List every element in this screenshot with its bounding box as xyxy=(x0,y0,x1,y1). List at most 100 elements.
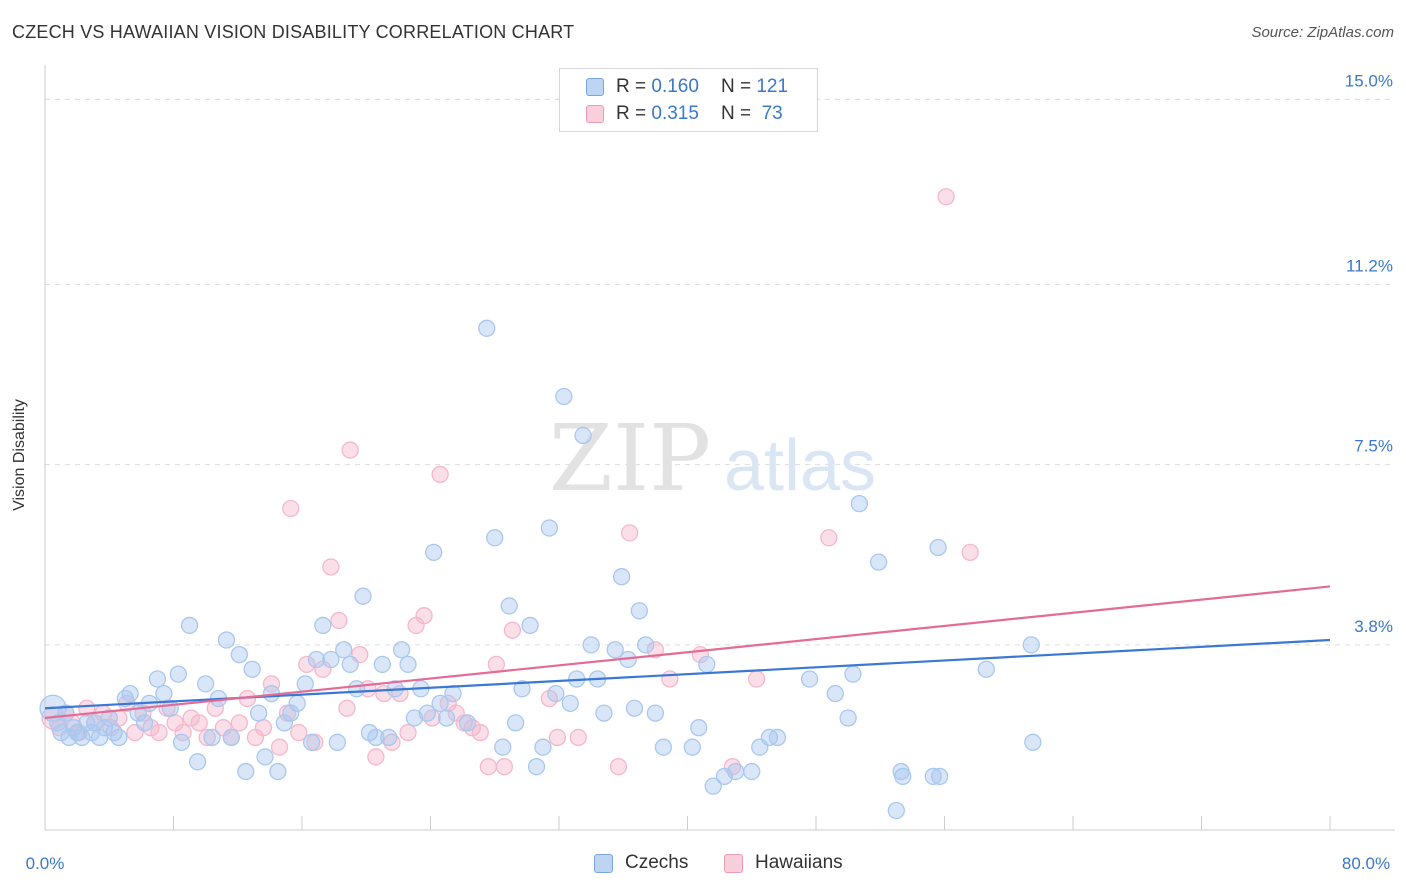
czechs-point xyxy=(296,675,314,693)
czechs-point xyxy=(527,758,546,776)
czechs-point xyxy=(110,728,128,747)
czechs-point xyxy=(606,641,624,659)
czechs-point xyxy=(314,616,332,635)
legend-n-value: 121 xyxy=(756,76,789,97)
czechs-point xyxy=(929,538,947,557)
czechs-point xyxy=(506,714,525,732)
czechs-point xyxy=(302,733,321,751)
czechs-point xyxy=(654,738,673,756)
hawaiians-point xyxy=(495,758,514,776)
legend-swatch-czechs xyxy=(586,78,604,96)
czechs-point xyxy=(698,655,716,674)
hawaiians-point xyxy=(423,709,441,727)
czechs-point xyxy=(839,709,857,727)
hawaiians-trend-line xyxy=(44,585,1331,720)
czechs-point xyxy=(256,748,274,766)
czechs-point xyxy=(768,728,787,747)
hawaiians-point xyxy=(487,655,506,674)
czechs-point xyxy=(237,762,255,781)
czechs-point xyxy=(574,426,592,445)
czechs-point xyxy=(341,655,359,674)
czechs-point xyxy=(203,728,221,747)
hawaiians-point xyxy=(190,714,208,732)
hawaiians-point xyxy=(322,558,340,576)
legend-r-label: R = xyxy=(616,76,647,97)
czechs-point xyxy=(347,680,366,698)
czechs-point xyxy=(230,645,249,664)
czechs-point xyxy=(367,728,385,747)
legend-r-value: 0.315 xyxy=(651,103,699,124)
y-tick-label: 3.8% xyxy=(1354,617,1393,636)
czechs-point xyxy=(373,655,391,674)
x-tick-label: 80.0% xyxy=(1342,854,1390,873)
hawaiians-point xyxy=(330,611,348,630)
czechs-point xyxy=(282,704,300,722)
czechs-point xyxy=(494,738,512,756)
hawaiians-point xyxy=(367,748,385,766)
czechs-point xyxy=(486,529,504,547)
legend-r-label: R = xyxy=(616,103,647,124)
hawaiians-point xyxy=(621,524,639,542)
czechs-point xyxy=(690,719,708,737)
legend-swatch-hawaiians xyxy=(586,105,604,123)
series-czechs xyxy=(39,319,1042,820)
source-label: Source: ZipAtlas.com xyxy=(1251,24,1394,41)
czechs-point xyxy=(444,684,462,703)
hawaiians-point xyxy=(399,723,417,742)
hawaiians-point xyxy=(661,670,679,688)
czechs-point xyxy=(924,767,942,786)
axes xyxy=(44,65,1395,831)
y-tick-label: 7.5% xyxy=(1354,437,1393,456)
czechs-point xyxy=(683,738,701,756)
czechs-point xyxy=(844,665,862,683)
bottom-legend-label-hawaiians: Hawaiians xyxy=(755,852,843,873)
czechs-point xyxy=(169,665,187,683)
czechs-point xyxy=(646,704,665,722)
czechs-point xyxy=(582,636,600,654)
czechs-point xyxy=(547,684,565,703)
czechs-point xyxy=(540,519,559,537)
czechs-point xyxy=(630,602,648,620)
czechs-point xyxy=(637,636,655,654)
czechs-point xyxy=(249,704,268,722)
legend-row-czechs: R = 0.160 N = 121 xyxy=(586,75,788,99)
bottom-legend-label-czechs: Czechs xyxy=(625,852,689,873)
czechs-point xyxy=(704,777,722,795)
czechs-point xyxy=(887,801,905,820)
czechs-point xyxy=(561,694,579,713)
czechs-point xyxy=(431,694,449,713)
czechs-point xyxy=(392,641,411,659)
czechs-point xyxy=(288,694,306,713)
czechs-point xyxy=(275,714,293,732)
legend-row-hawaiians: R = 0.315 N = 73 xyxy=(586,102,783,126)
y-tick-label: 15.0% xyxy=(1345,71,1393,90)
czechs-point xyxy=(354,587,372,605)
czechs-point xyxy=(595,704,613,722)
czechs-point xyxy=(743,762,761,781)
legend-box: R = 0.160 N = 121 R = 0.315 N = 73 xyxy=(559,68,818,132)
x-tick-label: 0.0% xyxy=(26,854,65,873)
czechs-point xyxy=(335,641,353,659)
czechs-point xyxy=(148,670,167,688)
hawaiians-point xyxy=(646,641,665,659)
czechs-point xyxy=(500,597,518,615)
czechs-point xyxy=(1022,636,1040,654)
hawaiians-point xyxy=(230,714,249,732)
watermark: ZIP atlas xyxy=(549,405,876,512)
hawaiians-point xyxy=(290,723,308,742)
watermark-zip: ZIP xyxy=(549,405,711,512)
hawaiians-point xyxy=(609,758,628,776)
czechs-point xyxy=(727,762,745,781)
czechs-point xyxy=(172,733,191,751)
czechs-point xyxy=(931,767,949,786)
legend-n-label: N = xyxy=(720,76,752,97)
czechs-point xyxy=(418,704,436,722)
hawaiians-point xyxy=(254,719,273,737)
hawaiians-point xyxy=(961,543,979,562)
watermark-atlas: atlas xyxy=(724,426,876,506)
hawaiians-point xyxy=(569,728,587,747)
czechs-point xyxy=(155,684,173,703)
czechs-point xyxy=(1024,733,1042,751)
czechs-point xyxy=(534,738,552,756)
czechs-point xyxy=(105,723,123,742)
